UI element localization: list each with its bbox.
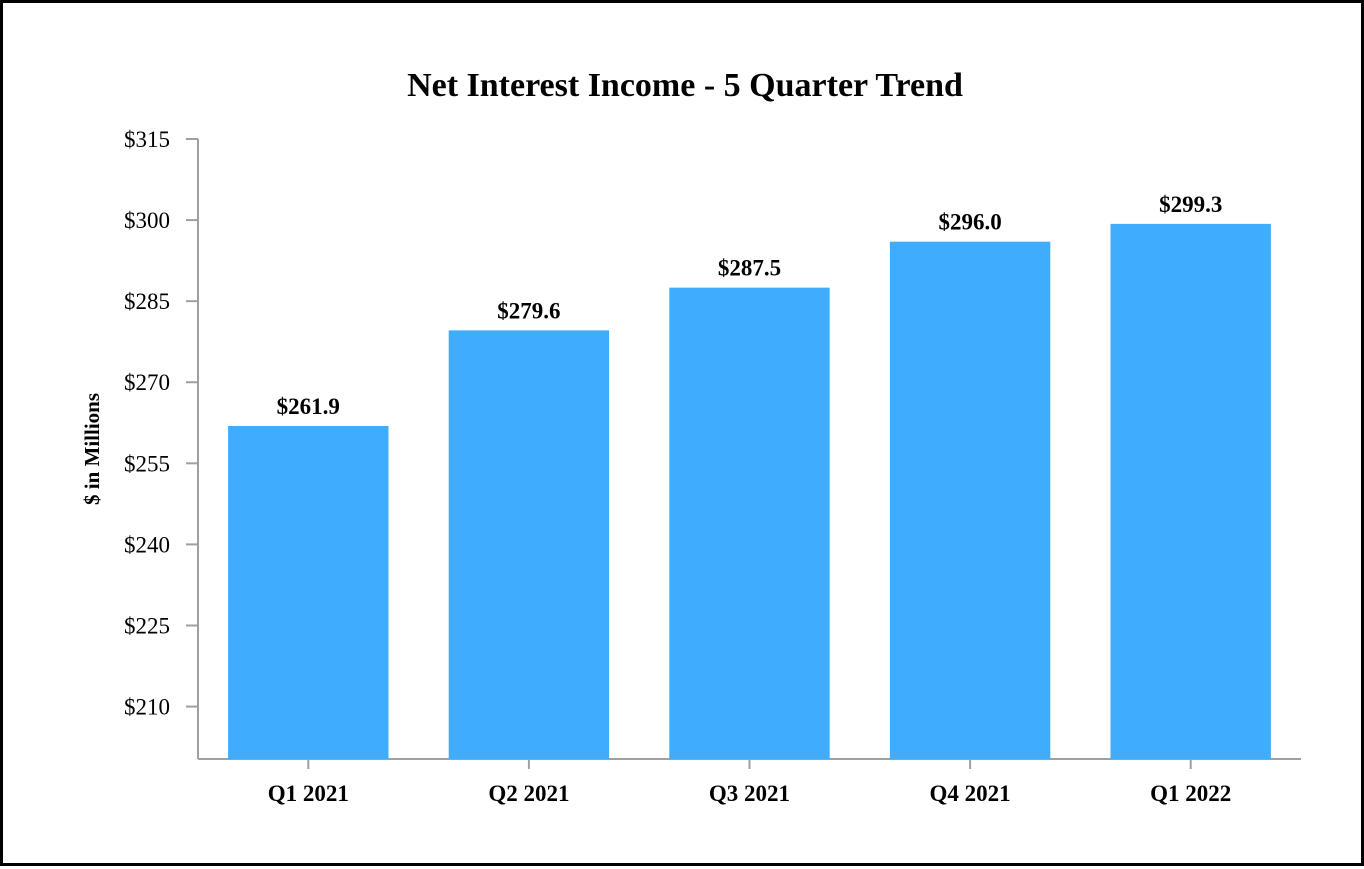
x-tick-label: Q1 2021	[268, 781, 349, 806]
bar	[448, 330, 610, 759]
y-tick-label: $240	[124, 532, 170, 557]
y-tick-label: $270	[124, 370, 170, 395]
data-label: $287.5	[718, 256, 781, 281]
bars	[228, 223, 1271, 759]
y-tick-label: $300	[124, 208, 170, 233]
data-label: $296.0	[938, 210, 1001, 235]
y-axis-title: $ in Millions	[80, 393, 104, 505]
x-tick-label: Q4 2021	[930, 781, 1011, 806]
bar	[228, 426, 389, 759]
x-axis: Q1 2021 Q2 2021 Q3 2021 Q4 2021 Q1 2022	[198, 758, 1301, 806]
y-tick-label: $315	[124, 127, 170, 152]
y-axis: $210 $225 $240 $255 $270 $285 $300 $315	[124, 127, 199, 759]
y-tick-label: $225	[124, 613, 170, 638]
data-label: $261.9	[277, 394, 340, 419]
chart-title: Net Interest Income - 5 Quarter Trend	[407, 67, 963, 104]
data-labels: $261.9 $279.6 $287.5 $296.0 $299.3	[277, 192, 1223, 419]
bar	[669, 287, 830, 759]
bar	[889, 241, 1051, 759]
y-tick-label: $255	[124, 451, 170, 476]
x-tick-label: Q3 2021	[709, 781, 790, 806]
bar-chart: Net Interest Income - 5 Quarter Trend $ …	[80, 67, 1301, 806]
x-tick-label: Q1 2022	[1150, 781, 1231, 806]
y-tick-label: $285	[124, 289, 170, 314]
y-tick-label: $210	[124, 695, 170, 720]
data-label: $299.3	[1159, 192, 1222, 217]
x-tick-label: Q2 2021	[488, 781, 569, 806]
data-label: $279.6	[497, 298, 560, 323]
bar	[1110, 223, 1271, 759]
